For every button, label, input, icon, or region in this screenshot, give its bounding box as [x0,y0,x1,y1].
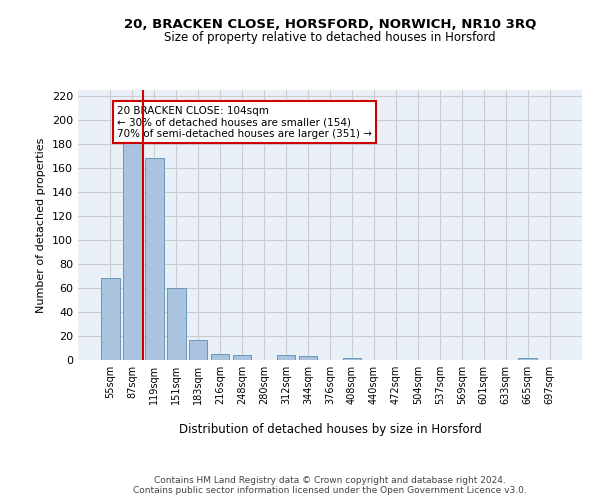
Bar [299,356,317,360]
Bar [167,288,185,360]
Bar [277,355,295,360]
Bar [145,158,164,360]
Bar [518,358,537,360]
Bar [189,340,208,360]
Text: 20, BRACKEN CLOSE, HORSFORD, NORWICH, NR10 3RQ: 20, BRACKEN CLOSE, HORSFORD, NORWICH, NR… [124,18,536,30]
Bar [233,355,251,360]
Bar [123,140,142,360]
Text: Distribution of detached houses by size in Horsford: Distribution of detached houses by size … [179,422,481,436]
Bar [211,354,229,360]
Y-axis label: Number of detached properties: Number of detached properties [37,138,46,312]
Bar [101,278,119,360]
Bar [343,358,361,360]
Text: Size of property relative to detached houses in Horsford: Size of property relative to detached ho… [164,31,496,44]
Text: Contains HM Land Registry data © Crown copyright and database right 2024.
Contai: Contains HM Land Registry data © Crown c… [133,476,527,495]
Text: 20 BRACKEN CLOSE: 104sqm
← 30% of detached houses are smaller (154)
70% of semi-: 20 BRACKEN CLOSE: 104sqm ← 30% of detach… [117,106,372,139]
